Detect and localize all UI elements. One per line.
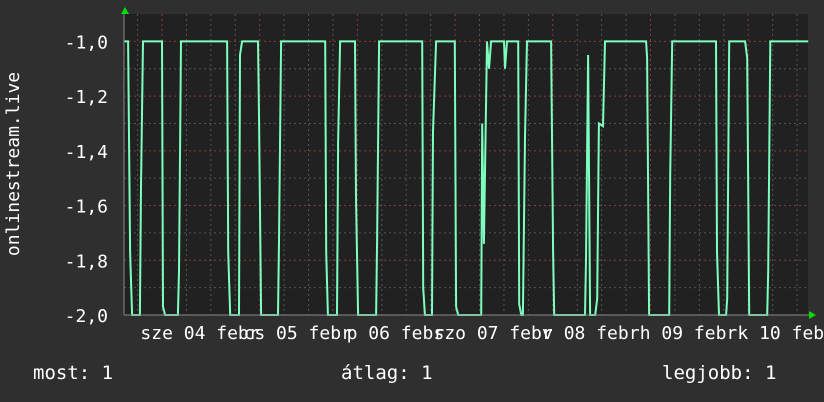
legend-average: átlag: 1 — [341, 362, 433, 384]
y-tick-label: -1,6 — [65, 197, 108, 218]
y-ticks: -1,0 -1,2 -1,4 -1,6 -1,8 -2,0 — [65, 32, 108, 327]
plot-area — [124, 14, 808, 315]
y-tick-label: -1,4 — [65, 142, 108, 163]
y-tick-label: -1,8 — [65, 251, 108, 272]
y-tick-label: -2,0 — [65, 306, 108, 327]
y-axis-label: onlinestream.live — [3, 72, 24, 256]
legend-max: legjobb: 1 — [662, 362, 777, 384]
x-tick-label: szo 07 febr — [433, 323, 552, 344]
y-tick-label: -1,2 — [65, 87, 108, 108]
x-tick-label: sze 04 febr — [140, 323, 259, 344]
x-tick-label: h 09 febr — [640, 323, 738, 344]
x-axis-arrow-icon — [809, 311, 816, 319]
x-tick-label: cs 05 febr — [244, 323, 353, 344]
x-tick-label: k 10 febr — [737, 323, 824, 344]
y-tick-label: -1,0 — [65, 32, 108, 53]
legend-current: most: 1 — [33, 362, 114, 384]
x-tick-label: p 06 febr — [347, 323, 445, 344]
y-axis-arrow-icon — [121, 7, 129, 14]
x-tick-label: v 08 febr — [542, 323, 640, 344]
